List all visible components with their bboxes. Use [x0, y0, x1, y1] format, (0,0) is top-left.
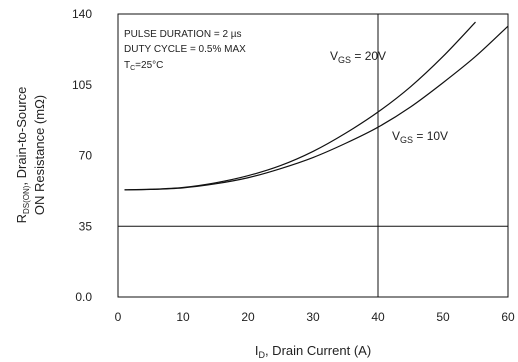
series-group — [124, 21, 508, 191]
x-tick-label: 10 — [176, 310, 190, 324]
y-axis-label-line1: RDS(ON), Drain-to-Source — [14, 87, 31, 224]
reference-lines — [118, 14, 508, 297]
y-axis-label-line1-rest: , Drain-to-Source — [14, 87, 29, 186]
x-tick-labels: 0 10 20 30 40 50 60 — [115, 310, 515, 324]
series-label-vgs10: VGS = 10V — [392, 129, 448, 145]
x-tick-label: 60 — [501, 310, 515, 324]
annotation-temperature-main: T — [124, 60, 130, 71]
x-axis-label-main: I — [255, 343, 259, 358]
x-tick-label: 20 — [241, 310, 255, 324]
series-label-vgs20: VGS = 20V — [330, 49, 386, 65]
y-axis-label-line1-main: R — [14, 214, 29, 223]
annotation-temperature: TC=25°C — [124, 60, 163, 72]
y-axis-label-line1-sub: DS(ON) — [22, 185, 31, 214]
series-label-vgs20-sub: GS — [338, 55, 351, 65]
y-tick-label: 0.0 — [75, 290, 92, 304]
y-tick-labels: 0.0 35 70 105 140 — [72, 7, 92, 304]
y-axis-label-line2: ON Resistance (mΩ) — [32, 95, 47, 215]
x-tick-label: 40 — [371, 310, 385, 324]
y-tick-label: 140 — [72, 7, 92, 21]
series-label-vgs20-rest: = 20V — [351, 49, 386, 63]
y-axis-label-group: RDS(ON), Drain-to-Source ON Resistance (… — [14, 87, 47, 224]
x-axis-label-sub: D — [258, 350, 265, 360]
series-label-vgs20-main: V — [330, 49, 338, 63]
plot-frame — [117, 13, 509, 298]
series-label-vgs10-rest: = 10V — [413, 129, 448, 143]
x-axis-label-rest: , Drain Current (A) — [265, 343, 371, 358]
series-label-vgs10-sub: GS — [400, 135, 413, 145]
annotation-duty-cycle: DUTY CYCLE = 0.5% MAX — [124, 44, 246, 55]
y-tick-label: 70 — [79, 149, 93, 163]
y-tick-label: 105 — [72, 78, 92, 92]
annotation-pulse-duration: PULSE DURATION = 2 µs — [124, 29, 242, 40]
x-tick-label: 50 — [436, 310, 450, 324]
x-tick-label: 30 — [306, 310, 320, 324]
x-tick-label: 0 — [115, 310, 122, 324]
x-axis-label: ID, Drain Current (A) — [255, 343, 371, 360]
annotation-temperature-sub: C — [130, 65, 135, 72]
series-label-vgs10-main: V — [392, 129, 400, 143]
series-line-vgs10 — [124, 25, 508, 191]
y-tick-label: 35 — [79, 219, 93, 233]
annotation-temperature-rest: =25°C — [135, 60, 163, 71]
